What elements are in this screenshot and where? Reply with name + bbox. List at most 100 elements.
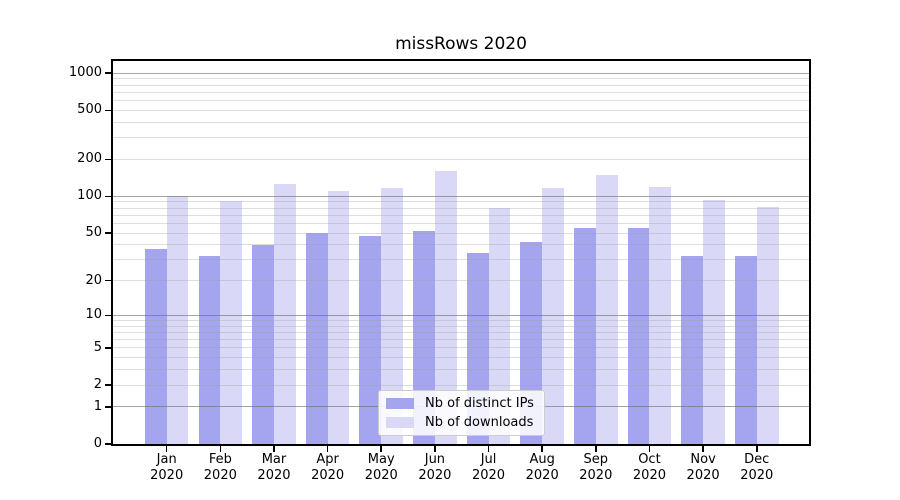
gridline-4 <box>113 357 809 359</box>
bar-may-downloads <box>381 188 404 444</box>
y-tick-200 <box>105 158 111 161</box>
bar-aug-downloads <box>542 188 564 444</box>
bar-feb-ips <box>198 256 221 444</box>
x-tick-label-jan: Jan 2020 <box>150 452 184 483</box>
y-tick-label-20: 20 <box>85 272 102 288</box>
legend-swatch-distinct-ips <box>386 397 414 409</box>
x-tick-label-feb: Feb 2020 <box>203 452 237 483</box>
chart-title: missRows 2020 <box>395 34 527 54</box>
x-tick-jan <box>165 446 168 452</box>
gridline-1000 <box>113 72 809 74</box>
y-tick-0 <box>105 443 111 445</box>
x-tick-may <box>380 446 383 452</box>
y-tick-label-200: 200 <box>77 151 102 167</box>
x-tick-label-dec: Dec 2020 <box>740 452 774 483</box>
x-tick-jul <box>487 446 490 452</box>
x-tick-feb <box>219 446 222 452</box>
x-tick-label-jul: Jul 2020 <box>471 452 506 483</box>
bar-feb-downloads <box>220 200 243 444</box>
gridline-7 <box>113 331 809 333</box>
bar-apr-downloads <box>327 191 350 444</box>
x-tick-oct <box>648 446 651 452</box>
y-tick-1000 <box>105 72 111 75</box>
bar-sep-ips <box>574 228 596 444</box>
x-tick-label-may: May 2020 <box>364 452 398 483</box>
legend-item-downloads: Nb of downloads <box>386 415 544 430</box>
plot-area <box>111 59 811 446</box>
y-tick-label-100: 100 <box>77 188 102 204</box>
x-tick-apr <box>326 446 329 452</box>
y-tick-label-2: 2 <box>93 377 102 393</box>
bar-mar-ips <box>252 244 274 444</box>
x-tick-mar <box>273 446 275 452</box>
bar-oct-ips <box>627 228 650 444</box>
legend-item-distinct-ips: Nb of distinct IPs <box>386 396 544 411</box>
gridline-70 <box>113 214 809 216</box>
gridline-6 <box>113 339 809 341</box>
gridline-30 <box>113 259 809 261</box>
gridline-3 <box>113 369 809 371</box>
legend-swatch-downloads <box>386 417 414 429</box>
y-tick-label-1: 1 <box>93 398 102 414</box>
bar-apr-ips <box>305 233 328 444</box>
gridline-5 <box>113 347 809 349</box>
x-tick-label-nov: Nov 2020 <box>686 452 720 483</box>
x-tick-label-sep: Sep 2020 <box>579 452 613 483</box>
gridline-40 <box>113 244 809 246</box>
x-tick-aug <box>541 446 543 452</box>
gridline-50 <box>113 232 809 234</box>
y-tick-5 <box>105 347 111 349</box>
bar-nov-ips <box>681 256 704 444</box>
x-tick-label-aug: Aug 2020 <box>525 452 559 483</box>
x-tick-jun <box>434 446 436 452</box>
y-tick-1 <box>105 406 111 408</box>
gridline-600 <box>113 100 809 102</box>
bar-may-ips <box>359 236 382 444</box>
gridline-10 <box>113 314 809 316</box>
x-tick-nov <box>702 446 704 452</box>
bar-jan-downloads <box>166 195 189 444</box>
gridline-8 <box>113 325 809 327</box>
y-tick-label-10: 10 <box>85 307 102 323</box>
y-tick-label-1000: 1000 <box>68 65 102 81</box>
legend-label-distinct-ips: Nb of distinct IPs <box>425 395 534 411</box>
gridline-400 <box>113 121 809 123</box>
legend: Nb of distinct IPs Nb of downloads <box>378 390 545 436</box>
x-tick-dec <box>755 446 758 452</box>
bar-jul-downloads <box>488 208 511 444</box>
x-tick-label-mar: Mar 2020 <box>257 452 291 483</box>
bar-sep-downloads <box>595 175 618 444</box>
legend-label-downloads: Nb of downloads <box>425 415 534 431</box>
x-tick-label-jun: Jun 2020 <box>418 452 452 483</box>
gridline-300 <box>113 137 809 139</box>
y-tick-label-500: 500 <box>77 102 102 118</box>
gridline-200 <box>113 158 809 160</box>
gridline-20 <box>113 280 809 282</box>
gridline-80 <box>113 207 809 209</box>
bar-mar-downloads <box>273 183 296 444</box>
x-tick-label-apr: Apr 2020 <box>311 452 345 483</box>
y-tick-50 <box>105 232 111 234</box>
x-tick-label-oct: Oct 2020 <box>632 452 666 483</box>
y-tick-500 <box>105 109 111 112</box>
bar-jan-ips <box>144 248 167 444</box>
grid-layer <box>113 61 809 444</box>
gridline-90 <box>113 201 809 203</box>
bar-dec-ips <box>734 256 757 444</box>
y-tick-100 <box>105 195 111 198</box>
gridline-900 <box>113 78 809 80</box>
bar-jun-downloads <box>434 170 457 444</box>
bar-dec-downloads <box>756 206 779 444</box>
bar-nov-downloads <box>703 200 725 444</box>
y-tick-2 <box>105 384 111 386</box>
gridline-9 <box>113 319 809 321</box>
y-tick-label-5: 5 <box>93 339 102 355</box>
gridline-60 <box>113 222 809 224</box>
gridline-800 <box>113 84 809 86</box>
gridline-500 <box>113 109 809 111</box>
x-tick-sep <box>595 446 597 452</box>
y-tick-10 <box>105 314 111 317</box>
gridline-700 <box>113 91 809 93</box>
y-tick-label-50: 50 <box>85 225 102 241</box>
